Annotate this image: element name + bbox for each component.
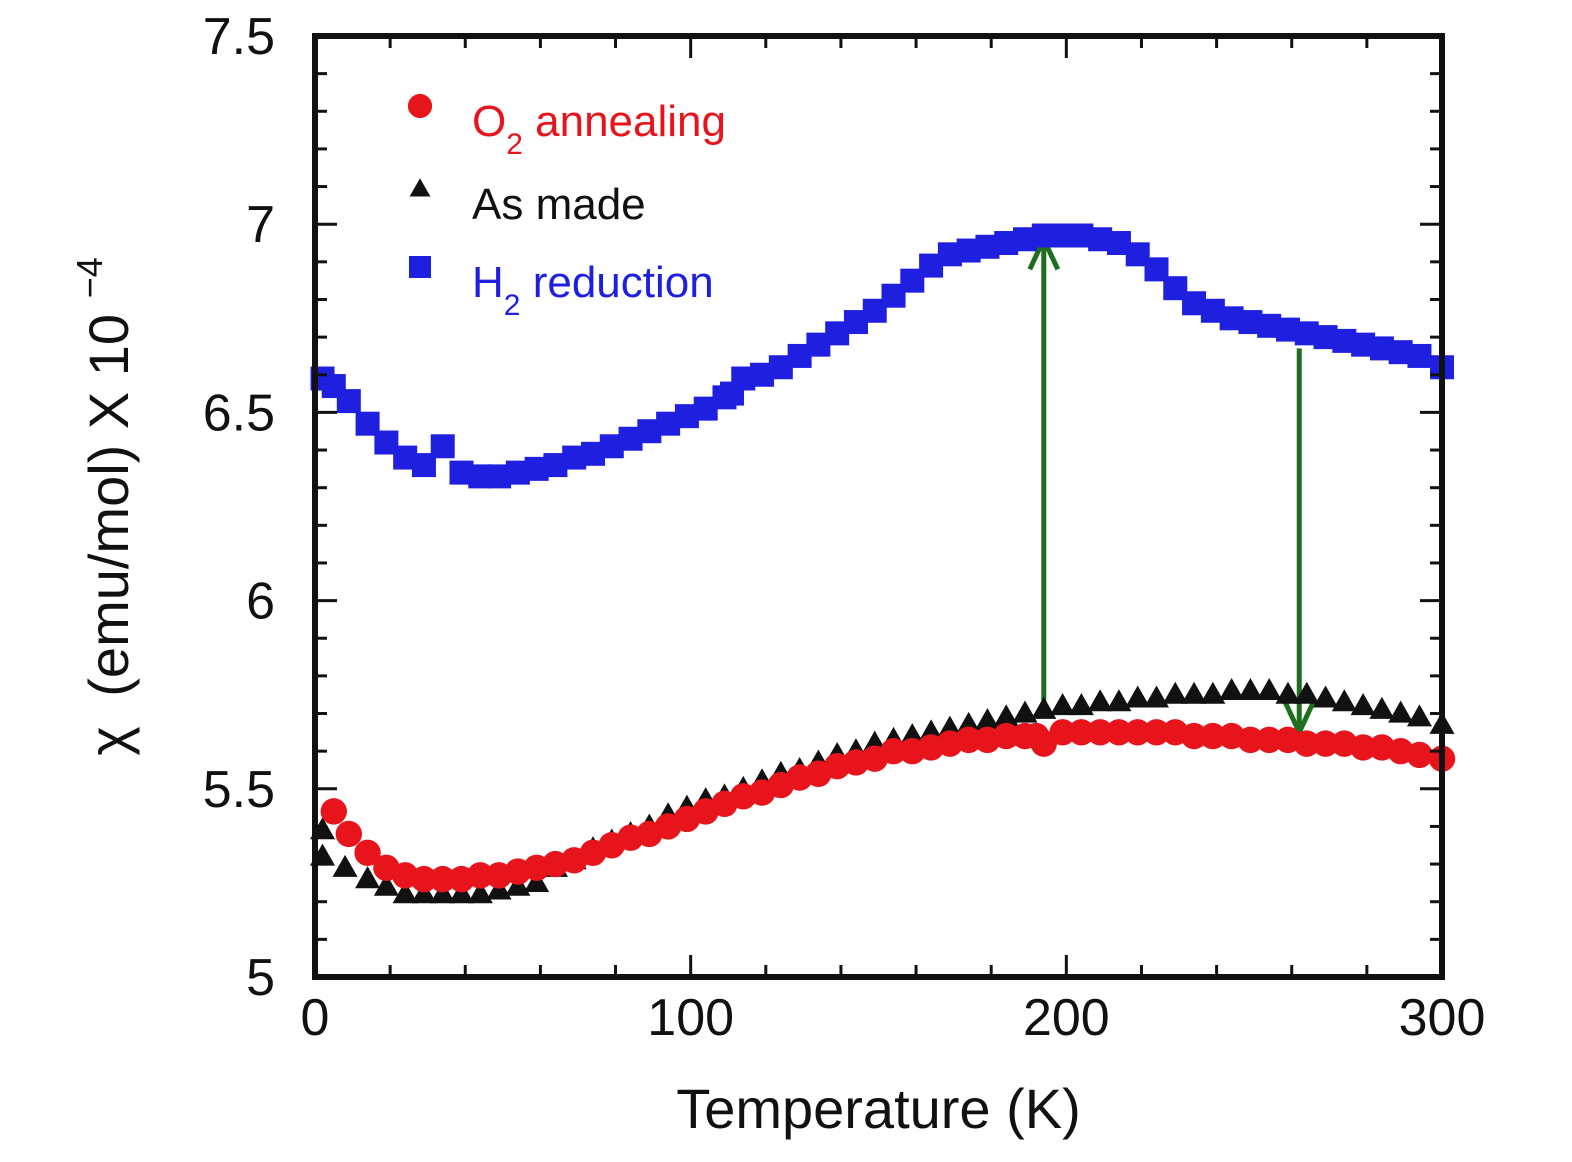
x-tick-label: 300 bbox=[1399, 989, 1486, 1047]
data-point bbox=[1068, 693, 1094, 716]
data-point bbox=[1256, 677, 1282, 701]
y-tick-label: 6.5 bbox=[203, 384, 275, 442]
data-point bbox=[320, 798, 347, 825]
legend-label-rest: reduction bbox=[520, 258, 713, 307]
y-axis-exponent: −4 bbox=[69, 257, 110, 298]
data-point bbox=[1350, 693, 1376, 716]
legend-label-main: As made bbox=[472, 180, 646, 229]
data-point bbox=[1406, 704, 1432, 727]
data-point bbox=[1012, 700, 1038, 723]
data-point bbox=[1049, 719, 1076, 746]
data-point bbox=[1031, 696, 1057, 719]
data-point bbox=[1219, 677, 1245, 701]
data-point bbox=[1200, 681, 1226, 704]
y-axis-label: χ (emu/mol) X 10 −4 bbox=[69, 257, 140, 755]
legend-marker bbox=[409, 256, 431, 278]
data-point bbox=[1293, 730, 1320, 757]
x-axis-label: Temperature (K) bbox=[676, 1077, 1081, 1140]
legend-label-subscript: 2 bbox=[506, 128, 523, 161]
legend-label-rest: annealing bbox=[523, 97, 726, 146]
y-tick-label: 7 bbox=[246, 196, 275, 254]
series-layer bbox=[309, 223, 1456, 904]
data-point bbox=[1199, 722, 1227, 750]
x-tick-label: 100 bbox=[647, 989, 734, 1047]
data-point bbox=[1237, 726, 1264, 754]
y-tick-label: 6 bbox=[246, 573, 275, 631]
tick-marks bbox=[315, 34, 1442, 977]
data-point bbox=[1331, 689, 1357, 712]
series-circle bbox=[320, 719, 1456, 893]
data-point bbox=[1068, 719, 1095, 746]
data-point bbox=[1369, 696, 1395, 719]
x-tick-label: 0 bbox=[301, 989, 330, 1047]
data-point bbox=[993, 704, 1019, 727]
data-point bbox=[1106, 689, 1132, 712]
plot-frame bbox=[312, 33, 1445, 980]
y-axis-unit: (emu/mol) X 10 bbox=[77, 314, 140, 697]
data-point bbox=[335, 820, 363, 848]
data-point bbox=[1087, 689, 1113, 712]
data-point bbox=[429, 865, 456, 893]
legend-label: O2 annealing bbox=[472, 97, 726, 161]
data-point bbox=[1143, 685, 1170, 708]
legend-label-subscript: 2 bbox=[504, 289, 521, 322]
data-point bbox=[1050, 693, 1076, 716]
legend-label: As made bbox=[472, 180, 646, 229]
data-point bbox=[1388, 700, 1414, 723]
legend-label-main: H bbox=[472, 258, 504, 307]
data-point bbox=[336, 389, 361, 414]
y-axis-symbol: χ bbox=[77, 726, 140, 755]
legend-item: As made bbox=[409, 178, 646, 229]
data-point bbox=[1275, 681, 1301, 704]
data-point bbox=[1125, 685, 1151, 708]
annotation-arrow-down bbox=[1282, 348, 1316, 739]
y-tick-label: 5.5 bbox=[203, 761, 275, 819]
y-tick-label: 5 bbox=[246, 949, 275, 1007]
data-point bbox=[1086, 719, 1114, 746]
data-point bbox=[355, 866, 381, 889]
data-point bbox=[1294, 681, 1320, 704]
data-point bbox=[1255, 726, 1283, 754]
data-point bbox=[392, 881, 418, 904]
legend-item: O2 annealing bbox=[407, 93, 726, 161]
data-point bbox=[974, 708, 1000, 731]
data-point bbox=[410, 865, 438, 893]
annotations-layer bbox=[1027, 233, 1316, 739]
data-point bbox=[1162, 681, 1188, 704]
data-point bbox=[1313, 685, 1339, 708]
data-point bbox=[430, 434, 455, 459]
data-point bbox=[1180, 722, 1208, 750]
annotation-arrow-up bbox=[1027, 233, 1061, 703]
data-point bbox=[1143, 719, 1170, 746]
data-point bbox=[1406, 741, 1433, 769]
legend-item: H2 reduction bbox=[409, 256, 714, 322]
legend-label: H2 reduction bbox=[472, 258, 714, 322]
data-point bbox=[955, 726, 982, 754]
data-point bbox=[1124, 719, 1151, 746]
x-tick-label: 200 bbox=[1023, 989, 1110, 1047]
data-point bbox=[1181, 681, 1207, 704]
data-point bbox=[354, 839, 381, 866]
data-point bbox=[467, 881, 493, 904]
data-point bbox=[1349, 734, 1377, 761]
legend-label-main: O bbox=[472, 97, 506, 146]
data-point bbox=[332, 854, 358, 877]
data-point bbox=[1407, 343, 1432, 368]
data-point bbox=[467, 862, 494, 889]
data-point bbox=[1237, 677, 1263, 701]
data-point bbox=[1312, 730, 1339, 757]
data-point bbox=[880, 737, 907, 765]
legend-marker bbox=[407, 93, 433, 119]
y-tick-label: 7.5 bbox=[203, 8, 275, 66]
data-point bbox=[993, 722, 1020, 750]
data-point bbox=[373, 873, 399, 896]
data-point bbox=[1105, 719, 1133, 746]
tick-labels: 0 100 200 300 5 5.5 6 6.5 7 7.5 bbox=[203, 8, 1486, 1047]
legend-marker bbox=[409, 178, 431, 197]
series-square bbox=[310, 223, 1454, 489]
